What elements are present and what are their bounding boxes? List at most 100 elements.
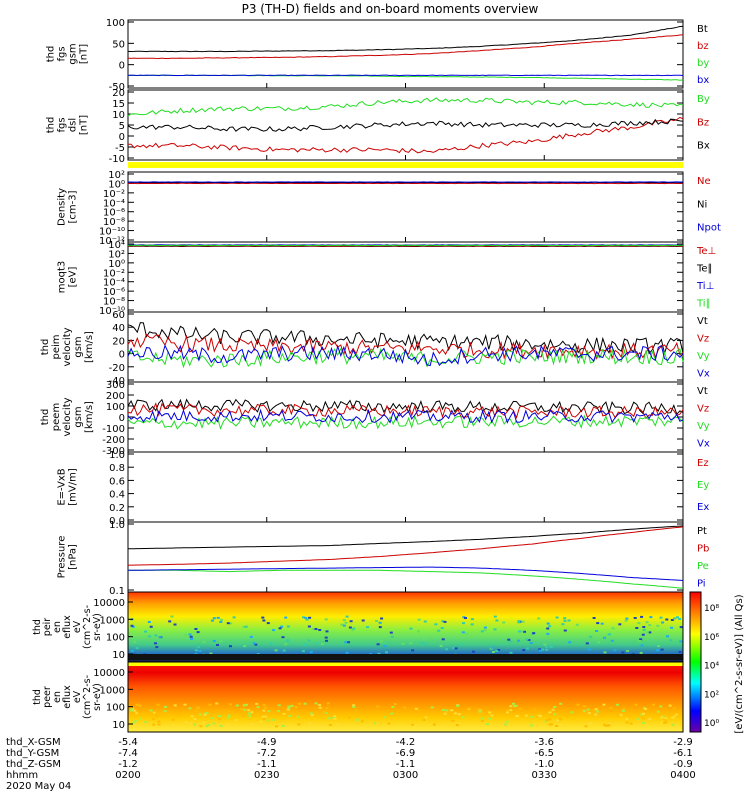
series-line-black (127, 322, 684, 356)
y-label-line: [cm-3] (68, 190, 79, 223)
spectrogram-cell (676, 616, 679, 619)
y-tick-label: 0.1 (109, 586, 125, 597)
spectrogram-cell (668, 704, 672, 707)
spectrogram-cell (430, 706, 434, 709)
spectrogram-cell (441, 638, 445, 641)
spectrogram-cell (641, 717, 645, 720)
spectrogram-cell (276, 710, 280, 713)
spectrogram-cell (262, 704, 266, 707)
spectrogram-cell (130, 650, 134, 652)
spectrogram-cell (549, 645, 553, 648)
spectrogram-cell (144, 721, 148, 724)
legend-entry: Pt (697, 526, 707, 537)
spectrogram-cell (205, 712, 209, 715)
y-label-line: peem (51, 403, 62, 431)
spectrogram-cell (301, 650, 305, 653)
spectrogram-cell (414, 707, 418, 710)
spectrogram-cell (375, 620, 379, 622)
spectrogram-cell (639, 638, 643, 641)
y-label-line: peim (51, 334, 62, 359)
spectrogram-cell (669, 639, 673, 642)
spectrogram-cell (152, 723, 156, 726)
spectrogram-cell (603, 723, 607, 726)
spectrogram-cell (665, 618, 669, 621)
spectrogram-cell (188, 633, 192, 636)
spectrogram-cell (243, 645, 247, 648)
spectrogram-cell (488, 711, 492, 714)
y-tick-label: -40 (109, 376, 125, 387)
spectrogram-cell (461, 716, 465, 719)
spectrogram-cell (613, 649, 617, 652)
spectrogram-cell (497, 649, 501, 651)
spectrogram-cell (648, 718, 652, 721)
spectrogram-cell (194, 628, 198, 630)
y-tick-label: 10⁻¹⁰ (99, 227, 125, 238)
legend-entry: Ne (697, 176, 711, 187)
spectrogram-frame (127, 661, 684, 733)
spectrogram-cell (548, 625, 552, 628)
spectrogram-cell (216, 616, 220, 619)
spectrogram-cell (671, 723, 675, 726)
spectrogram-cell (656, 710, 660, 713)
spectrogram-cell (470, 618, 474, 621)
spectrogram-cell (529, 642, 533, 644)
spectrogram-cell (517, 639, 520, 642)
spectrogram-cell (540, 648, 544, 651)
spectrogram-cell (315, 642, 319, 645)
spectrogram-cell (196, 706, 200, 709)
spectrogram-cell (477, 708, 481, 711)
spectrogram-fill (128, 662, 683, 732)
y-tick-label: -100 (102, 424, 125, 435)
y-label-line: velocity (62, 327, 73, 366)
y-label-line: gsm (73, 406, 84, 427)
series-line-red (128, 116, 684, 154)
spectrogram-cell (380, 617, 384, 620)
spectrogram-cell (284, 616, 288, 619)
spectrogram-cell (154, 713, 158, 715)
y-tick-label: 0 (119, 61, 125, 72)
spectrogram-cell (586, 723, 590, 726)
colorbar-tick-label: 10⁴ (704, 662, 719, 672)
spectrogram-cell (189, 722, 193, 725)
x-tick-value: 0200 (115, 770, 140, 781)
x-tick-value: 0230 (254, 770, 279, 781)
spectrogram-cell (634, 703, 638, 706)
y-tick-label: 0.4 (109, 490, 125, 501)
series-line-red (127, 402, 684, 420)
spectrogram-cell (542, 712, 546, 715)
spectrogram-cell (505, 709, 509, 712)
spectrogram-cell (664, 717, 668, 720)
legend-entry: Pe (697, 561, 709, 572)
legend-entry: Npot (697, 223, 721, 234)
spectrogram-cell (538, 648, 542, 651)
spectrogram-2: 10000 1000 100 10 thdpeerenefluxeV(cm^2-s-sr… (32, 661, 684, 733)
spectrogram-cell (135, 647, 139, 650)
series-line-red (127, 34, 684, 60)
legend-entry: Bt (697, 24, 708, 35)
spectrogram-cell (503, 723, 507, 726)
y-label-line: thd (46, 117, 57, 134)
y-label-line: sr-eV) (92, 683, 103, 711)
spectrogram-cell (537, 714, 541, 717)
spectrogram-cell (641, 633, 645, 636)
spectrogram-cell (670, 619, 674, 621)
spectrogram-cell (518, 630, 521, 633)
spectrogram-cell (559, 718, 562, 721)
spectrogram-cell (194, 652, 198, 655)
spectrogram-cell (445, 709, 449, 712)
y-tick-label: 10² (108, 249, 125, 260)
spectrogram-cell (454, 647, 458, 650)
y-label-line: en (52, 691, 63, 703)
spectrogram-cell (326, 702, 330, 705)
spectrogram-cell (218, 718, 222, 721)
spectrogram-cell (239, 708, 243, 711)
spectrogram-cell (202, 721, 206, 724)
spectrogram-cell (286, 639, 290, 642)
spectrogram-cell (305, 618, 309, 621)
spectrogram-cell (309, 712, 313, 715)
y-tick-label: 10 (112, 720, 125, 731)
y-tick-label: 10000 (93, 668, 125, 679)
y-label-line: thd (32, 619, 43, 635)
